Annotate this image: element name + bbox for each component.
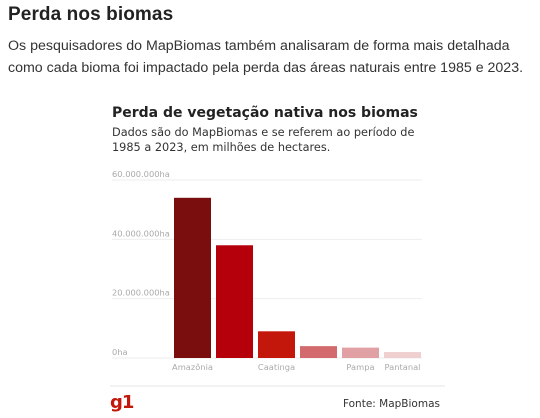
bar	[342, 347, 379, 358]
chart-subtitle: Dados são do MapBiomas e se referem ao p…	[112, 126, 415, 154]
source-note: Fonte: MapBiomas	[342, 398, 440, 410]
bar	[384, 352, 421, 358]
x-axis-labels: Amazônia Caatinga Pampa Pantanal	[172, 362, 420, 372]
bar	[174, 197, 211, 358]
y-tick-label: 0ha	[112, 347, 128, 357]
y-axis-ticks: 0ha 20.000.000ha 40.000.000ha 60.000.000ha	[112, 169, 170, 357]
x-tick-label: Caatinga	[258, 362, 295, 372]
x-tick-label: Pantanal	[385, 362, 421, 372]
g1-logo: g1	[110, 392, 134, 413]
x-tick-label: Pampa	[346, 362, 374, 372]
bar	[216, 245, 253, 358]
bar	[300, 346, 337, 358]
x-tick-label: Amazônia	[172, 362, 213, 372]
y-tick-label: 60.000.000ha	[112, 169, 170, 179]
intro-paragraph: Os pesquisadores do MapBiomas também ana…	[8, 38, 524, 76]
section-title: Perda nos biomas	[8, 4, 174, 25]
y-tick-label: 20.000.000ha	[112, 288, 170, 298]
chart-title: Perda de vegetação nativa nos biomas	[112, 105, 418, 121]
y-tick-label: 40.000.000ha	[112, 228, 170, 238]
gridlines	[112, 179, 422, 359]
bar	[258, 331, 295, 358]
bars	[174, 197, 421, 358]
